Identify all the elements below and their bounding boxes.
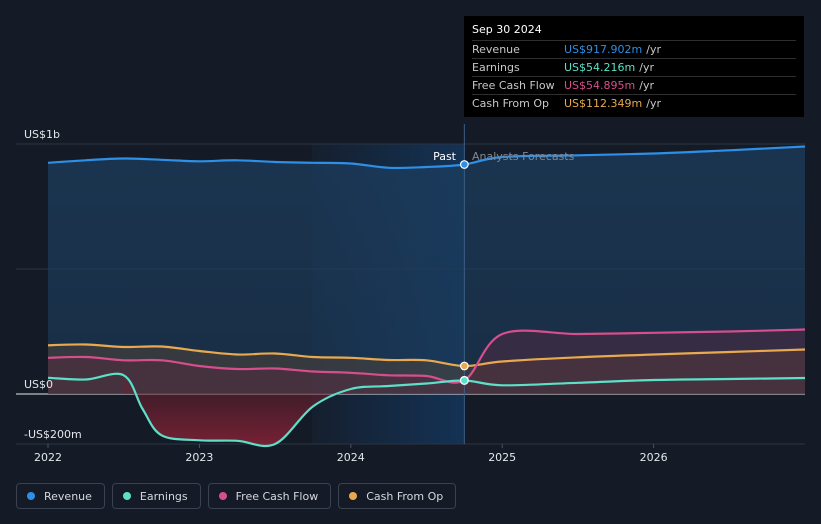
x-tick-label: 2025 bbox=[488, 451, 516, 464]
legend-label: Revenue bbox=[44, 489, 92, 503]
legend-dot-icon bbox=[349, 492, 358, 500]
free-cash-flow-area bbox=[48, 329, 805, 394]
tooltip-unit: /yr bbox=[646, 97, 661, 110]
revenue-area bbox=[48, 146, 805, 394]
free-cash-flow-line bbox=[47, 328, 806, 384]
legend-dot-icon bbox=[122, 492, 131, 500]
legend-dot-icon bbox=[218, 492, 227, 500]
tooltip-label: Free Cash Flow bbox=[472, 79, 555, 92]
legend-label: Earnings bbox=[139, 489, 188, 503]
y-tick-label: US$0 bbox=[24, 378, 53, 391]
legend: Revenue Earnings Free Cash Flow Cash Fro… bbox=[16, 483, 457, 509]
past-label: Past bbox=[433, 150, 457, 163]
tooltip-label: Cash From Op bbox=[472, 97, 550, 110]
cash-from-op-line bbox=[47, 343, 806, 368]
revenue-marker[interactable] bbox=[459, 160, 469, 169]
x-tick-label: 2026 bbox=[640, 451, 668, 464]
tooltip-unit: /yr bbox=[646, 43, 661, 56]
tooltip-value: US$54.895m bbox=[564, 79, 636, 92]
y-tick-label: -US$200m bbox=[24, 428, 82, 441]
tooltip-row-earnings: Earnings US$54.216m /yr bbox=[472, 59, 796, 77]
earnings-negative-area bbox=[123, 375, 351, 446]
x-tick-label: 2022 bbox=[34, 451, 62, 464]
tooltip-label: Revenue bbox=[472, 43, 520, 56]
legend-label: Free Cash Flow bbox=[235, 489, 319, 503]
tooltip-value: US$112.349m bbox=[564, 97, 643, 110]
tooltip-row-revenue: Revenue US$917.902m /yr bbox=[472, 41, 796, 59]
legend-label: Cash From Op bbox=[366, 489, 444, 503]
tooltip-row-free-cash-flow: Free Cash Flow US$54.895m /yr bbox=[472, 77, 796, 95]
legend-item-earnings[interactable]: Earnings bbox=[111, 483, 201, 509]
cash-from-op-marker[interactable] bbox=[459, 361, 469, 371]
x-tick-label: 2024 bbox=[337, 451, 365, 464]
tooltip: Sep 30 2024 Revenue US$917.902m /yr Earn… bbox=[464, 16, 804, 117]
revenue-line bbox=[47, 145, 806, 170]
legend-item-cash-from-op[interactable]: Cash From Op bbox=[338, 483, 457, 509]
tooltip-row-cash-from-op: Cash From Op US$112.349m /yr bbox=[472, 95, 796, 112]
y-tick-label: US$1b bbox=[24, 128, 60, 141]
tooltip-unit: /yr bbox=[639, 79, 654, 92]
legend-item-free-cash-flow[interactable]: Free Cash Flow bbox=[207, 483, 332, 509]
x-tick-label: 2023 bbox=[185, 451, 213, 464]
tooltip-date: Sep 30 2024 bbox=[472, 23, 796, 41]
tooltip-value: US$54.216m bbox=[564, 61, 636, 74]
tooltip-value: US$917.902m bbox=[564, 43, 643, 56]
tooltip-unit: /yr bbox=[639, 61, 654, 74]
forecast-label: Analysts Forecasts bbox=[472, 150, 575, 163]
legend-dot-icon bbox=[27, 492, 35, 500]
earnings-line bbox=[47, 372, 806, 448]
tooltip-label: Earnings bbox=[472, 61, 520, 74]
legend-item-revenue[interactable]: Revenue bbox=[16, 483, 105, 509]
earnings-marker[interactable] bbox=[459, 376, 469, 385]
